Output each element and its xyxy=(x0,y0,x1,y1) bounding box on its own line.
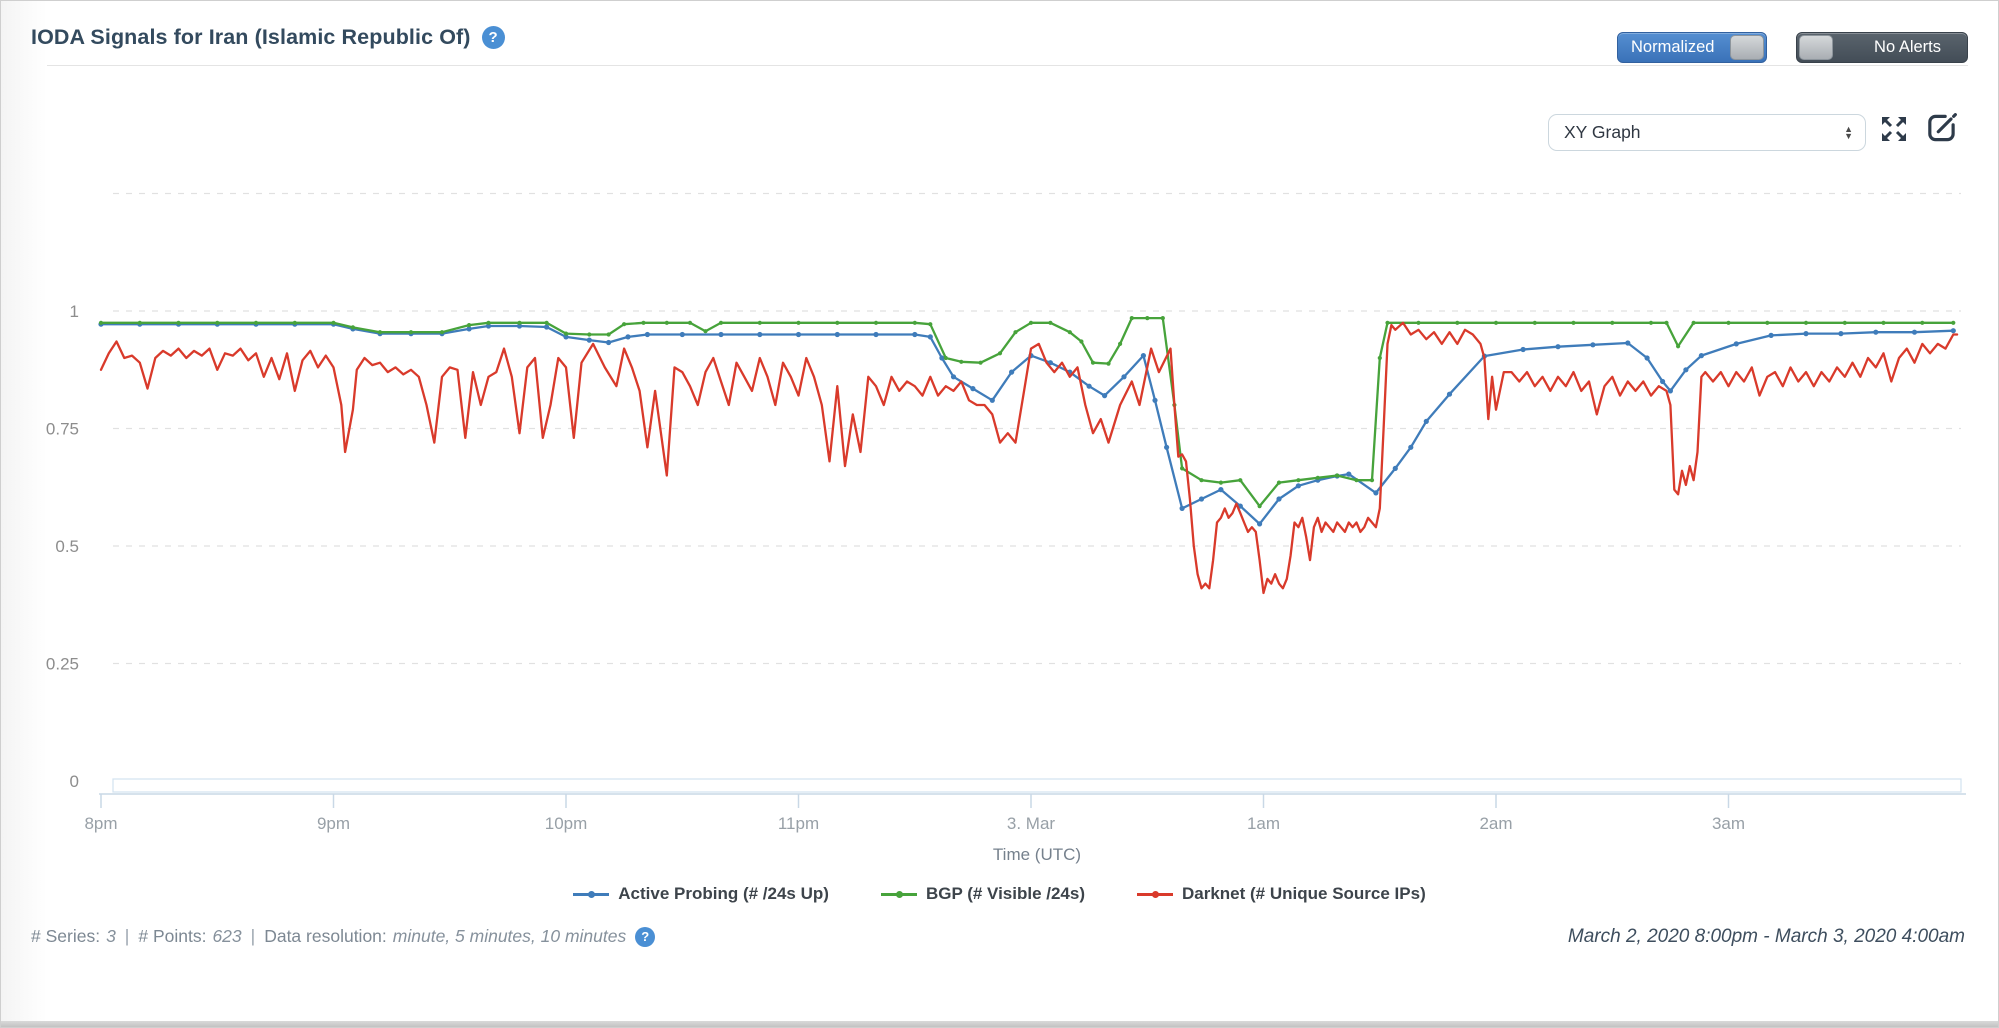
graph-type-select[interactable]: XY Graph ▲ ▼ xyxy=(1548,114,1866,151)
select-caret-icon: ▲ ▼ xyxy=(1844,123,1853,141)
svg-text:0.5: 0.5 xyxy=(55,537,79,556)
normalized-toggle[interactable]: Normalized xyxy=(1617,32,1767,63)
legend-item-bgp[interactable]: BGP (# Visible /24s) xyxy=(880,884,1085,904)
page-title: IODA Signals for Iran (Islamic Republic … xyxy=(31,25,471,49)
legend-swatch-bgp xyxy=(880,889,917,899)
fullscreen-expand-icon[interactable] xyxy=(1877,112,1911,146)
stats-separator: | xyxy=(250,926,256,946)
card-bottom-edge xyxy=(1,1021,1998,1027)
data-resolution-label: Data resolution: xyxy=(264,926,387,946)
points-count-value: 623 xyxy=(212,926,242,946)
svg-text:0.25: 0.25 xyxy=(46,655,79,674)
no-alerts-toggle[interactable]: No Alerts xyxy=(1796,32,1968,63)
stats-help-icon[interactable]: ? xyxy=(635,926,656,947)
card-left-fade xyxy=(1,1,47,1021)
data-resolution-value: minute, 5 minutes, 10 minutes xyxy=(392,926,627,946)
chart-legend: Active Probing (# /24s Up) BGP (# Visibl… xyxy=(1,884,1998,904)
svg-text:Time (UTC): Time (UTC) xyxy=(993,845,1081,864)
legend-label-bgp: BGP (# Visible /24s) xyxy=(925,884,1085,903)
date-range: March 2, 2020 8:00pm - March 3, 2020 4:0… xyxy=(1567,926,1965,947)
legend-swatch-darknet xyxy=(1137,889,1173,899)
svg-text:8pm: 8pm xyxy=(84,814,117,833)
svg-text:1: 1 xyxy=(70,302,79,321)
normalized-toggle-knob[interactable] xyxy=(1730,35,1764,60)
edit-chart-icon[interactable] xyxy=(1924,110,1960,146)
svg-text:2am: 2am xyxy=(1479,814,1512,833)
chart-stats: # Series: 3 | # Points: 623 | Data resol… xyxy=(31,926,656,947)
svg-text:10pm: 10pm xyxy=(545,814,588,833)
no-alerts-toggle-label: No Alerts xyxy=(1874,38,1941,56)
legend-item-active-probing[interactable]: Active Probing (# /24s Up) xyxy=(573,884,829,904)
svg-text:0.75: 0.75 xyxy=(46,420,79,439)
normalized-toggle-label: Normalized xyxy=(1631,38,1715,56)
header-divider xyxy=(29,65,1968,66)
legend-label-darknet: Darknet (# Unique Source IPs) xyxy=(1182,884,1426,903)
header: IODA Signals for Iran (Islamic Republic … xyxy=(31,25,505,50)
title-help-icon[interactable]: ? xyxy=(481,26,505,49)
graph-type-selected-value: XY Graph xyxy=(1564,122,1641,142)
svg-text:9pm: 9pm xyxy=(317,814,350,833)
legend-label-active-probing: Active Probing (# /24s Up) xyxy=(618,884,829,903)
points-count-label: # Points: xyxy=(138,926,207,946)
legend-swatch-active-probing xyxy=(573,889,610,899)
svg-text:3am: 3am xyxy=(1712,814,1745,833)
series-count-value: 3 xyxy=(106,926,116,946)
svg-text:11pm: 11pm xyxy=(778,814,819,833)
svg-text:0: 0 xyxy=(70,772,79,791)
legend-item-darknet[interactable]: Darknet (# Unique Source IPs) xyxy=(1137,884,1426,904)
stats-separator: | xyxy=(124,926,130,946)
svg-text:1am: 1am xyxy=(1247,814,1280,833)
no-alerts-toggle-knob[interactable] xyxy=(1799,35,1833,60)
svg-text:3. Mar: 3. Mar xyxy=(1007,814,1056,833)
series-count-label: # Series: xyxy=(31,926,101,946)
